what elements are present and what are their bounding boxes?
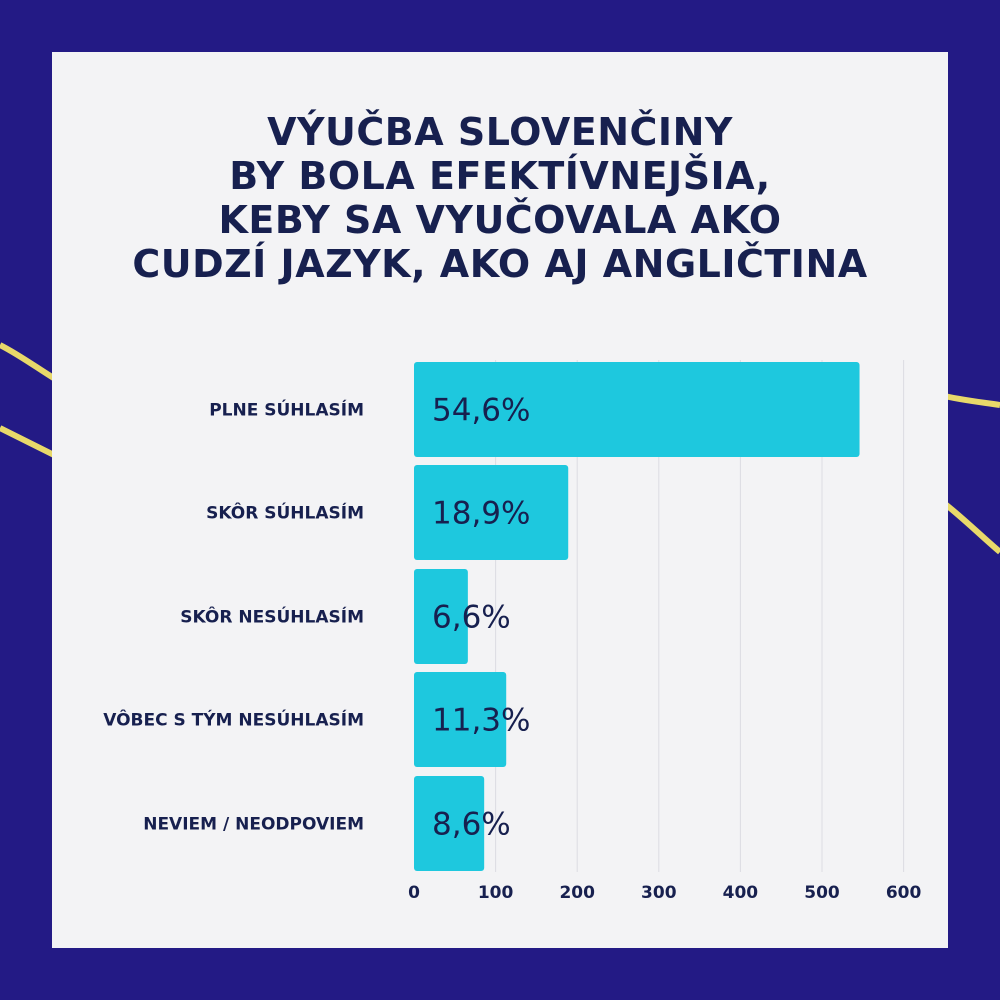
title-line: CUDZÍ JAZYK, AKO AJ ANGLIČTINA xyxy=(132,242,868,286)
x-tick-label: 600 xyxy=(886,883,922,903)
left-curve-upper xyxy=(0,342,62,385)
data-label: 54,6% xyxy=(432,393,530,429)
data-label: 11,3% xyxy=(432,703,530,739)
x-tick-label: 300 xyxy=(641,883,677,903)
bar xyxy=(414,776,485,871)
bar-chart: 54,6% PLNE SÚHLASÍM 18,9% SKÔR SÚHLASÍM 6,6%… xyxy=(103,360,922,903)
data-label: 8,6% xyxy=(432,807,511,843)
right-curve-upper xyxy=(939,392,1000,408)
x-tick-label: 200 xyxy=(559,883,595,903)
bar xyxy=(414,465,569,560)
x-tick-label: 400 xyxy=(723,883,759,903)
category-label: SKÔR SÚHLASÍM xyxy=(206,502,364,524)
category-label: VÔBEC S TÝM NESÚHLASÍM xyxy=(103,709,364,731)
content-card: VÝUČBA SLOVENČINY BY BOLA EFEKTÍVNEJŠIA,… xyxy=(52,52,948,948)
category-label: PLNE SÚHLASÍM xyxy=(209,399,364,421)
data-label: 6,6% xyxy=(432,600,511,636)
chart-title: VÝUČBA SLOVENČINY BY BOLA EFEKTÍVNEJŠIA,… xyxy=(52,110,948,286)
bar xyxy=(414,672,507,767)
x-tick-label: 0 xyxy=(408,883,420,903)
bar xyxy=(414,569,468,664)
right-curve-lower xyxy=(938,497,1000,555)
title-line: VÝUČBA SLOVENČINY xyxy=(267,110,733,154)
left-curve-lower xyxy=(0,425,62,461)
bar xyxy=(414,362,860,457)
title-line: KEBY SA VYUČOVALA AKO xyxy=(218,198,782,242)
title-line: BY BOLA EFEKTÍVNEJŠIA, xyxy=(229,154,771,198)
category-label: NEVIEM / NEODPOVIEM xyxy=(143,815,364,835)
data-label: 18,9% xyxy=(432,496,530,532)
category-label: SKÔR NESÚHLASÍM xyxy=(180,606,364,628)
x-tick-label: 500 xyxy=(804,883,840,903)
x-tick-label: 100 xyxy=(478,883,514,903)
